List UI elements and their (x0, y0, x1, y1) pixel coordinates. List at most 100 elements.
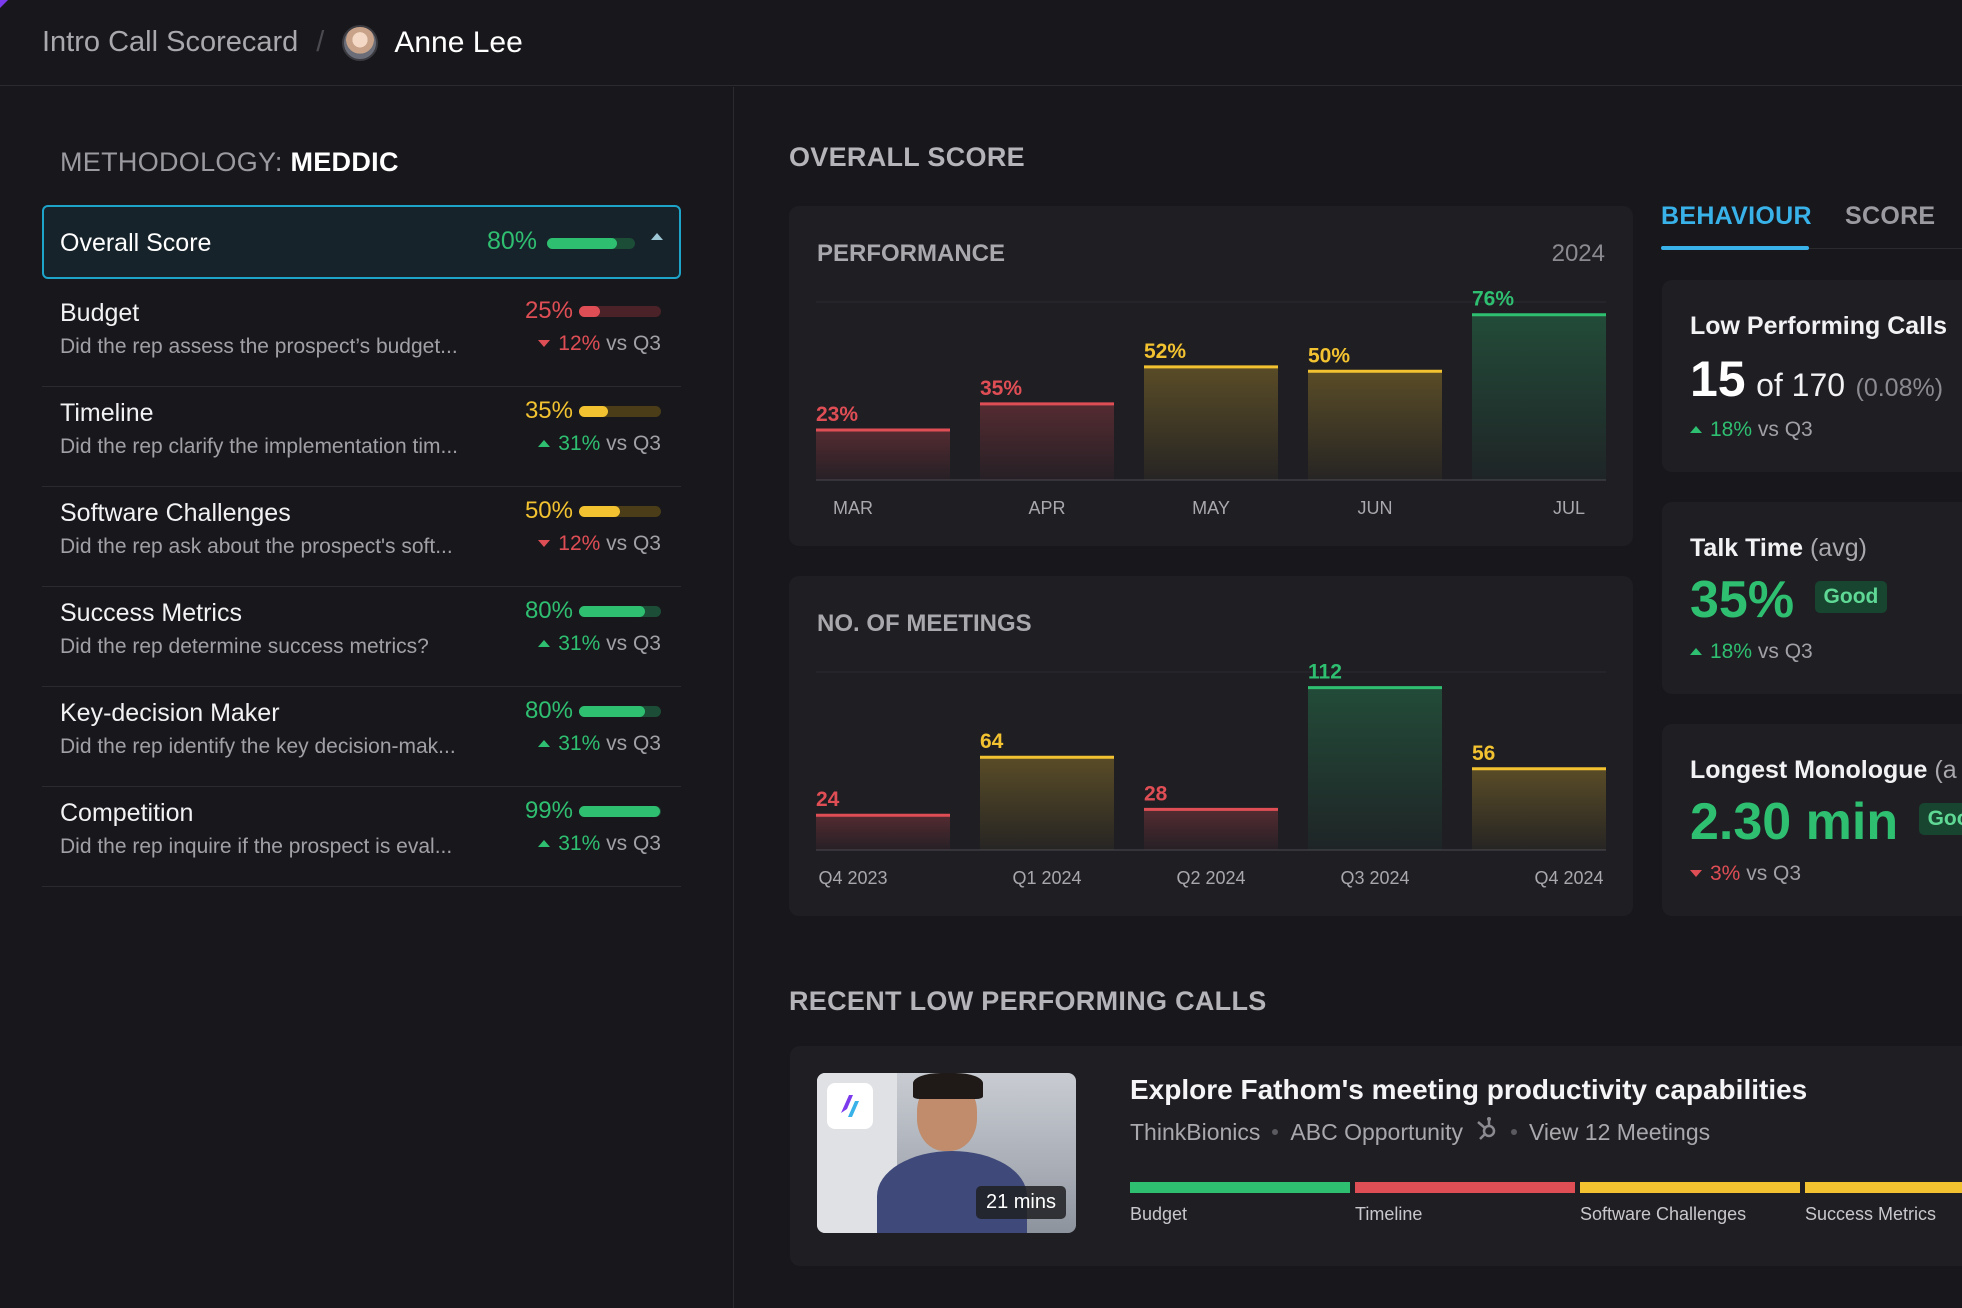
metric-title: Budget (60, 299, 140, 327)
chart-data-label: 64 (980, 730, 1004, 753)
hubspot-icon (1473, 1116, 1499, 1148)
chart-bar[interactable] (1308, 687, 1442, 850)
segment-bar-budget (1130, 1182, 1350, 1193)
metric-title: Success Metrics (60, 599, 242, 627)
chart-data-label: 52% (1144, 340, 1186, 363)
metric-row[interactable]: Competition Did the rep inquire if the pr… (42, 787, 681, 887)
metric-pct: 25% (524, 297, 573, 324)
talk-time-title: Talk Time (avg) (1690, 534, 1867, 563)
metric-bar-fill (579, 806, 661, 817)
overall-score-pct: 80% (486, 227, 537, 255)
metric-delta: 31% vs Q3 (538, 732, 661, 756)
meetings-chart: 24 Q4 2023 64 Q1 2024 28 Q2 2024 112 Q3 2024 56 Q… (816, 661, 1606, 888)
tab-behaviour[interactable]: BEHAVIOUR (1661, 202, 1812, 230)
metric-row[interactable]: Budget Did the rep assess the prospect’s … (42, 287, 681, 387)
performance-chart: 23% MAR 35% APR 52% MAY 50% JUN 76% JUL (816, 288, 1606, 518)
segment-label-software-challenges: Software Challenges (1580, 1204, 1747, 1224)
chart-bar[interactable] (1144, 809, 1278, 850)
chart-bar[interactable] (816, 815, 950, 850)
meetings-chart-card: 24 Q4 2023 64 Q1 2024 28 Q2 2024 112 Q3 2024 56 Q… (789, 576, 1633, 916)
metric-delta-value: 12% (558, 532, 601, 555)
talk-time-value: 35% Good (1690, 570, 1888, 630)
chart-bar[interactable] (1308, 371, 1442, 480)
chart-data-label: 50% (1308, 344, 1350, 367)
metric-bar (579, 506, 661, 517)
metric-delta-value: 31% (558, 432, 601, 455)
overall-score-row[interactable]: Overall Score 80% (42, 205, 681, 279)
monologue-title: Longest Monologue (a (1690, 756, 1957, 785)
meta-dot (1272, 1129, 1279, 1135)
tabs-divider (1661, 248, 1962, 249)
breadcrumb-user[interactable]: Anne Lee (394, 25, 523, 59)
metric-delta: 31% vs Q3 (538, 432, 661, 456)
chart-data-label: 35% (980, 377, 1022, 400)
chart-bar[interactable] (980, 403, 1114, 480)
metric-delta-value: 12% (558, 332, 601, 355)
chart-bar[interactable] (816, 429, 950, 480)
talk-time-label: Talk Time (1690, 534, 1804, 562)
chart-tick-label: MAY (1192, 498, 1230, 518)
metric-row[interactable]: Success Metrics Did the rep determine suc… (42, 587, 681, 687)
monologue-delta: 3% vs Q3 (1690, 862, 1801, 886)
meetings-chart-title: NO. OF MEETINGS (817, 610, 1032, 637)
trend-up-icon (538, 740, 551, 747)
metric-description: Did the rep clarify the implementation t… (60, 435, 458, 458)
call-opportunity[interactable]: ABC Opportunity (1290, 1118, 1463, 1145)
trend-up-icon (538, 840, 551, 847)
metric-bar-fill (579, 406, 608, 417)
monologue-sub: (a (1934, 756, 1957, 784)
performance-chart-year[interactable]: 2024 (1551, 240, 1605, 267)
metric-bar (579, 706, 661, 717)
overall-score-bar-fill (547, 238, 618, 249)
chart-bar[interactable] (1472, 768, 1606, 850)
trend-down-icon (1690, 870, 1702, 877)
chart-bar[interactable] (980, 757, 1114, 850)
metric-row[interactable]: Key-decision Maker Did the rep identify t… (42, 687, 681, 787)
metric-title: Timeline (60, 399, 154, 427)
metric-row[interactable]: Timeline Did the rep clarify the implemen… (42, 387, 681, 487)
chart-data-label: 112 (1308, 661, 1342, 684)
low-calls-delta-vs: vs Q3 (1757, 418, 1813, 441)
low-calls-title: Low Performing Calls (1690, 312, 1947, 340)
view-meetings-link[interactable]: View 12 Meetings (1528, 1118, 1711, 1145)
monologue-big: 2.30 min (1690, 793, 1899, 851)
metric-bar-fill (579, 506, 620, 517)
metric-delta: 12% vs Q3 (538, 332, 661, 356)
call-title[interactable]: Explore Fathom's meeting productivity ca… (1130, 1074, 1808, 1105)
chart-tick-label: Q2 2024 (1176, 868, 1245, 888)
recent-call-card[interactable]: 21 mins Explore Fathom's meeting product… (790, 1046, 1962, 1266)
talk-time-badge: Good (1814, 581, 1888, 613)
metric-pct: 35% (524, 397, 573, 424)
methodology-key: METHODOLOGY: (60, 147, 283, 177)
low-performing-calls-card[interactable]: Low Performing Calls 15 of 170 (0.08%) 1… (1662, 280, 1962, 472)
metric-title: Key-decision Maker (60, 699, 280, 727)
chart-tick-label: Q4 2023 (818, 868, 887, 888)
call-thumbnail[interactable]: 21 mins (817, 1073, 1076, 1233)
segment-label-success-metrics: Success Metrics (1805, 1204, 1937, 1224)
metric-row[interactable]: Software Challenges Did the rep ask about… (42, 487, 681, 587)
chart-bar[interactable] (1144, 366, 1278, 480)
metric-description: Did the rep inquire if the prospect is e… (60, 835, 453, 858)
chart-data-label: 28 (1144, 782, 1168, 805)
low-calls-value: 15 of 170 (0.08%) (1690, 350, 1943, 408)
metric-bar-fill (579, 706, 645, 717)
metric-title: Software Challenges (60, 499, 291, 527)
chart-bar[interactable] (1472, 314, 1606, 480)
call-company[interactable]: ThinkBionics (1130, 1118, 1261, 1145)
segment-bar-success-metrics (1805, 1182, 1962, 1193)
overall-score-label: Overall Score (60, 229, 212, 257)
metric-bar-fill (579, 306, 600, 317)
longest-monologue-card[interactable]: Longest Monologue (a 2.30 min Goo 3% vs … (1662, 724, 1962, 916)
breadcrumb-root[interactable]: Intro Call Scorecard (42, 26, 299, 58)
tab-score[interactable]: SCORE (1845, 202, 1936, 230)
avatar[interactable] (342, 24, 379, 61)
monologue-delta-value: 3% (1710, 862, 1741, 885)
chart-tick-label: JUL (1553, 498, 1585, 518)
segment-bar-software-challenges (1580, 1182, 1800, 1193)
metric-pct: 50% (524, 497, 573, 524)
monologue-label: Longest Monologue (1690, 756, 1928, 784)
chevron-up-icon[interactable] (651, 233, 663, 240)
metric-delta-vs: vs Q3 (606, 332, 661, 355)
methodology-heading: METHODOLOGY: MEDDIC (60, 147, 399, 178)
talk-time-card[interactable]: Talk Time (avg) 35% Good 18% vs Q3 (1662, 502, 1962, 694)
